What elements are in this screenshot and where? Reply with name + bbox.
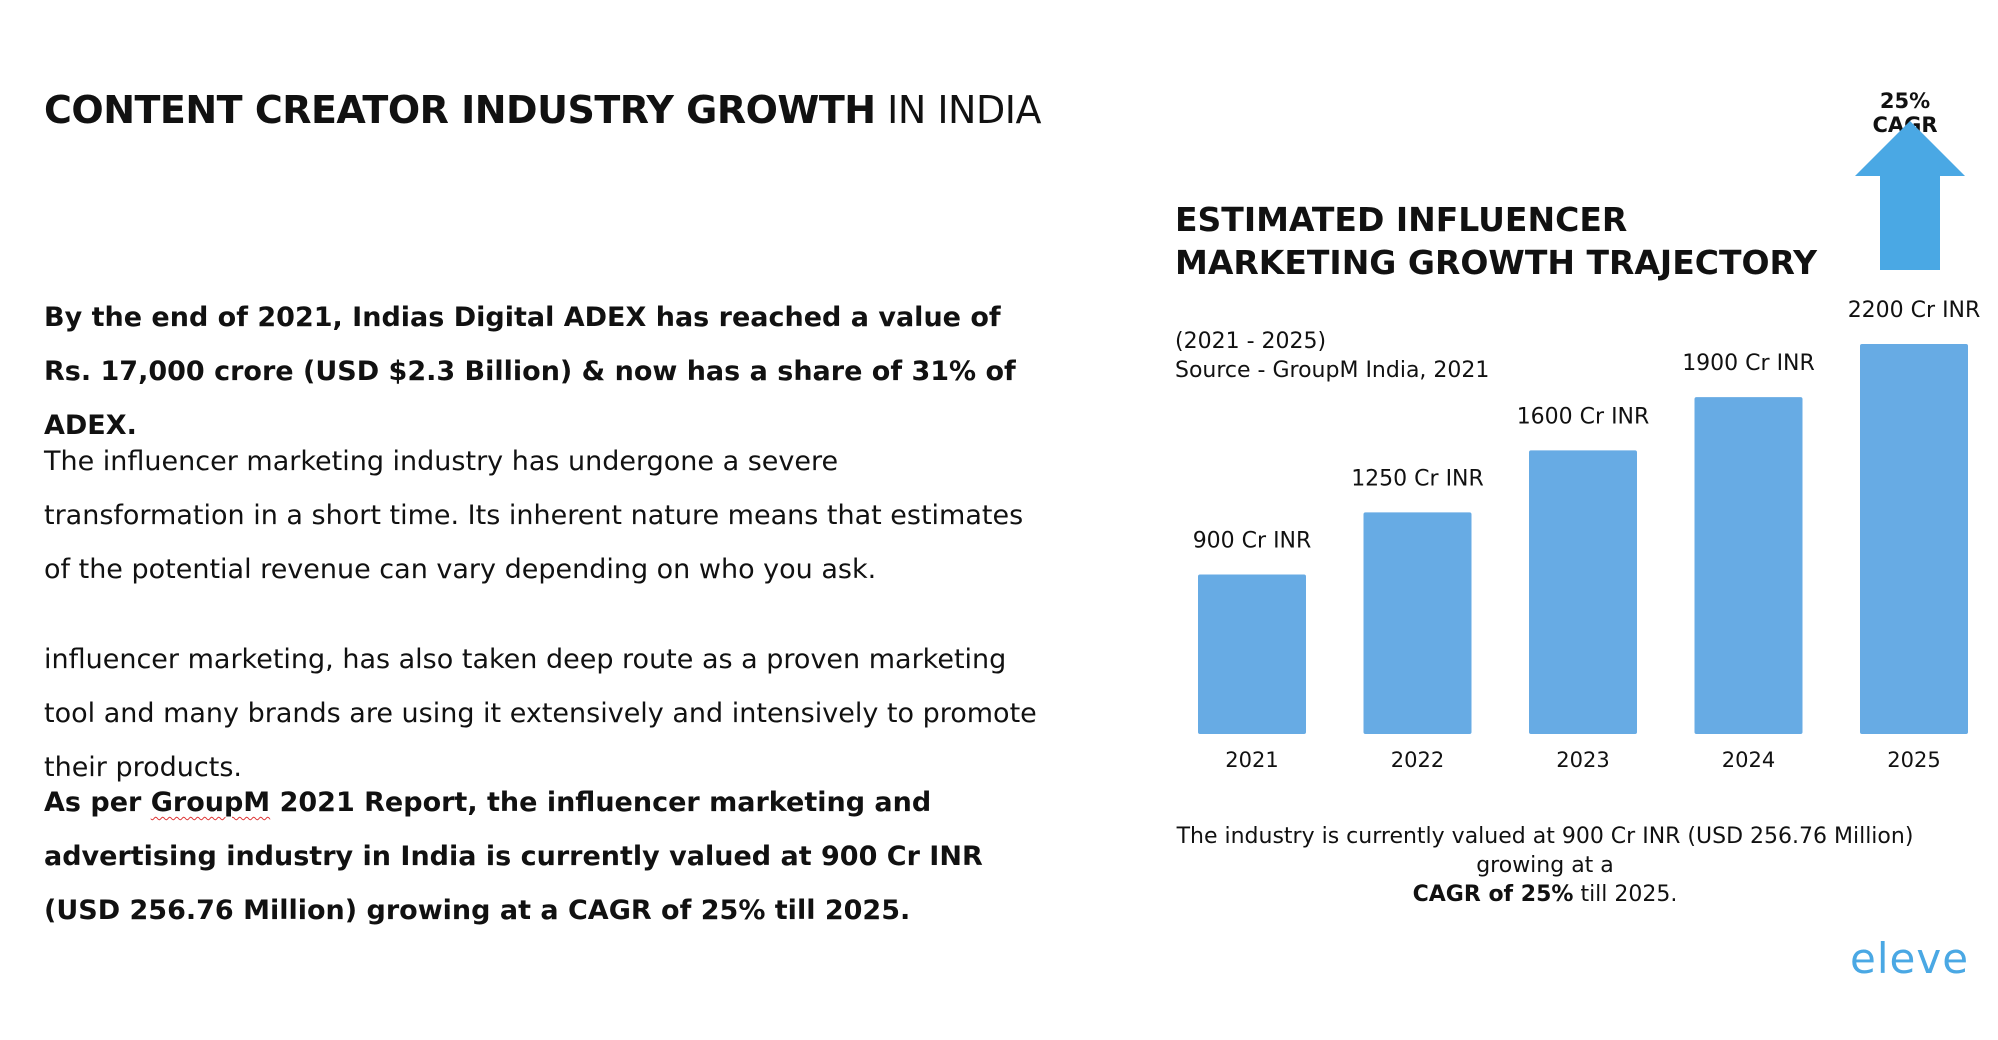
chart-caption-end: till 2025. — [1573, 882, 1678, 907]
page-title-bold: CONTENT CREATOR INDUSTRY GROWTH — [44, 88, 876, 132]
x-tick-label-2022: 2022 — [1391, 748, 1444, 772]
chart-title-line2: MARKETING GROWTH TRAJECTORY — [1175, 243, 1818, 282]
bar-2022 — [1363, 512, 1472, 734]
chart-caption: The industry is currently valued at 900 … — [1140, 822, 1950, 909]
paragraph-adex: By the end of 2021, Indias Digital ADEX … — [44, 291, 1044, 453]
x-tick-label-2025: 2025 — [1887, 748, 1940, 772]
paragraph-marketing-tool-text: influencer marketing, has also taken dee… — [44, 644, 1037, 783]
paragraph-marketing-tool: influencer marketing, has also taken dee… — [44, 633, 1044, 795]
data-label-2024: 1900 Cr INR — [1682, 351, 1815, 376]
page-title: CONTENT CREATOR INDUSTRY GROWTH IN INDIA — [44, 88, 1041, 132]
chart-title: ESTIMATED INFLUENCER MARKETING GROWTH TR… — [1175, 198, 1817, 284]
chart-caption-text: The industry is currently valued at 900 … — [1176, 824, 1914, 878]
paragraph-transformation-text: The influencer marketing industry has un… — [44, 446, 1024, 585]
paragraph-groupm-text: As per GroupM 2021 Report, the influence… — [44, 776, 1044, 938]
chart-caption-cagr: CAGR of 25% — [1412, 882, 1574, 907]
paragraph-groupm-rest: 2021 Report, the influencer marketing an… — [44, 787, 983, 926]
page-title-normal: IN INDIA — [875, 88, 1041, 132]
chart-subtitle-source: Source - GroupM India, 2021 — [1175, 358, 1490, 383]
data-label-2023: 1600 Cr INR — [1517, 404, 1650, 429]
data-label-2021: 900 Cr INR — [1193, 528, 1312, 553]
x-tick-label-2024: 2024 — [1722, 748, 1775, 772]
data-label-2025: 2200 Cr INR — [1848, 298, 1981, 323]
eleve-logo: eleve — [1850, 934, 1970, 983]
x-tick-label-2021: 2021 — [1225, 748, 1278, 772]
bar-2024 — [1694, 397, 1803, 734]
paragraph-adex-text: By the end of 2021, Indias Digital ADEX … — [44, 302, 1016, 441]
bar-2023 — [1529, 450, 1637, 734]
x-tick-label-2023: 2023 — [1556, 748, 1609, 772]
cagr-up-arrow-icon — [1855, 121, 1965, 270]
chart-subtitle-range: (2021 - 2025) — [1175, 329, 1327, 354]
paragraph-transformation: The influencer marketing industry has un… — [44, 435, 1044, 597]
chart-subtitle: (2021 - 2025) Source - GroupM India, 202… — [1175, 327, 1489, 385]
paragraph-groupm: As per GroupM 2021 Report, the influence… — [44, 776, 1044, 938]
groupm-spellcheck-word: GroupM — [150, 787, 271, 818]
bar-2021 — [1198, 574, 1306, 734]
chart-title-line1: ESTIMATED INFLUENCER — [1175, 200, 1628, 239]
bar-2025 — [1860, 344, 1968, 734]
cagr-label: 25% CAGR — [1872, 89, 1938, 137]
data-label-2022: 1250 Cr INR — [1351, 466, 1484, 491]
paragraph-groupm-lead: As per — [44, 787, 151, 818]
